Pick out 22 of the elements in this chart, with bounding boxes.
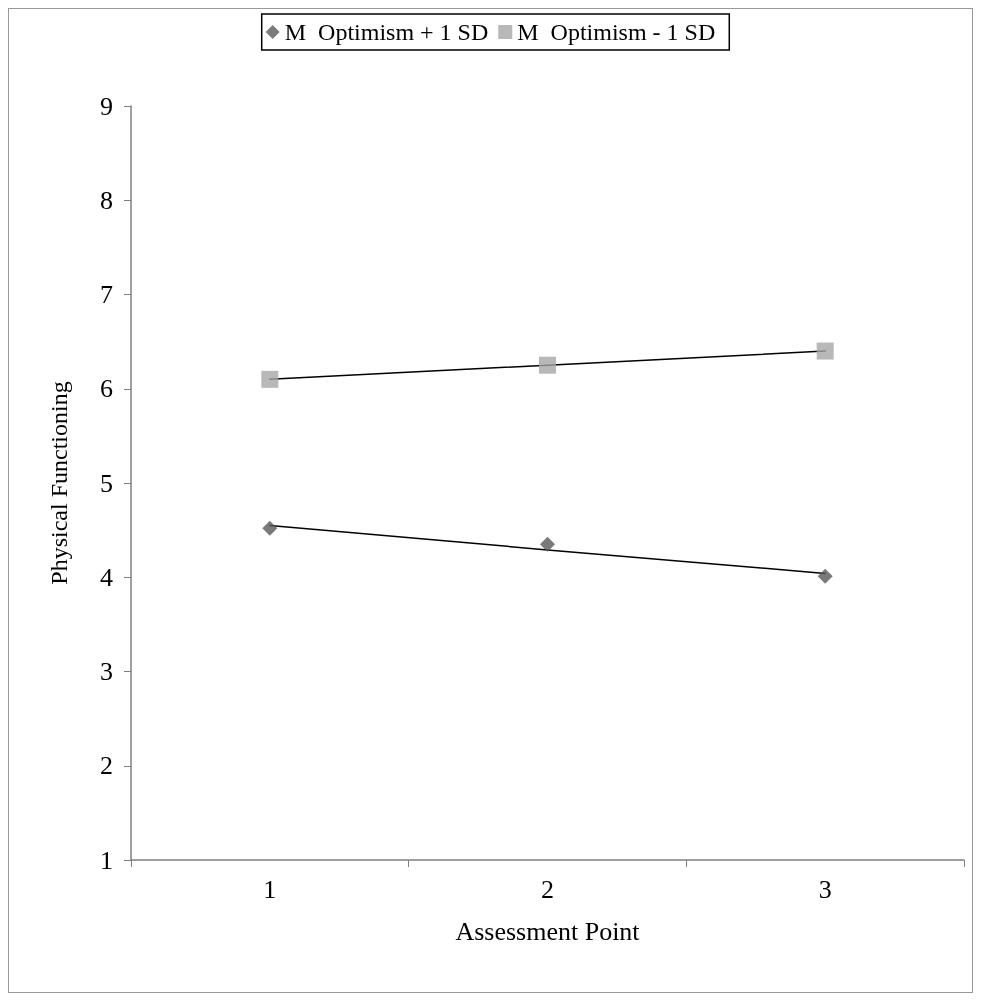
- y-tick-label: 4: [100, 562, 113, 592]
- y-tick-label: 2: [100, 751, 113, 781]
- y-axis-title: Physical Functioning: [46, 381, 72, 585]
- x-axis-title: Assessment Point: [455, 916, 641, 946]
- y-tick-label: 1: [100, 845, 113, 875]
- point: [539, 356, 556, 374]
- y-tick-label: 5: [100, 468, 113, 498]
- y-tick-label: 3: [100, 657, 113, 686]
- point: [261, 370, 279, 388]
- x-tick-label: 3: [818, 874, 832, 904]
- y-tick-label: 6: [100, 374, 113, 404]
- y-tick-label: 7: [100, 280, 113, 309]
- y-tick-label: 9: [100, 91, 113, 121]
- point: [262, 520, 278, 536]
- legend-label: M Optimism - 1 SD: [517, 19, 716, 45]
- point: [817, 568, 833, 584]
- point: [816, 342, 834, 360]
- y-tick-label: 8: [100, 185, 113, 215]
- point: [540, 536, 555, 552]
- x-tick-label: 1: [263, 874, 277, 904]
- x-tick-label: 2: [541, 874, 554, 904]
- legend-label: M Optimism + 1 SD: [284, 19, 489, 45]
